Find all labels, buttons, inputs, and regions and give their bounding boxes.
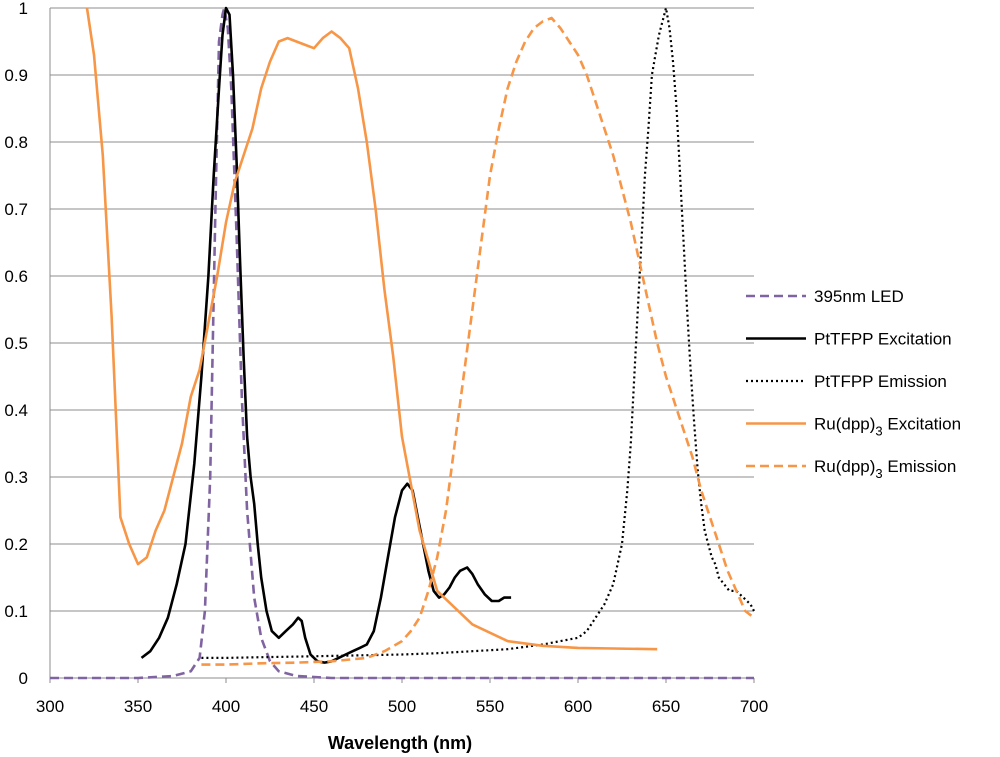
legend-label: PtTFPP Emission [814, 372, 947, 391]
series-line-ru-dpp-3-emission [201, 16, 755, 666]
legend-label: Ru(dpp)3 Emission [814, 457, 956, 481]
legend-label-main: PtTFPP Excitation [814, 330, 952, 349]
y-tick-label: 0.3 [4, 468, 28, 487]
x-tick-label: 600 [564, 697, 592, 716]
legend: 395nm LED PtTFPP Excitation PtTFPP Emissio… [746, 287, 961, 481]
legend-label-suffix: Emission [883, 457, 957, 476]
x-tick-label: 550 [476, 697, 504, 716]
legend-item-395nm-led: 395nm LED [746, 287, 904, 306]
y-tick-label: 0.8 [4, 133, 28, 152]
series-line-ru-dpp-3-excitation [85, 7, 658, 651]
series-line-pttfpp-emission [201, 6, 755, 660]
legend-label-subscript: 3 [875, 424, 882, 439]
legend-label: PtTFPP Excitation [814, 330, 952, 349]
x-axis-label: Wavelength (nm) [328, 733, 472, 753]
legend-label-main: PtTFPP Emission [814, 372, 947, 391]
x-tick-label: 350 [124, 697, 152, 716]
legend-label-main: Ru(dpp) [814, 457, 875, 476]
y-tick-label: 0.9 [4, 66, 28, 85]
legend-item-pttfpp-excitation: PtTFPP Excitation [746, 330, 952, 349]
legend-label-main: 395nm LED [814, 287, 904, 306]
legend-label: Ru(dpp)3 Excitation [814, 415, 961, 439]
legend-item-pttfpp-emission: PtTFPP Emission [746, 372, 947, 391]
legend-label-suffix: Excitation [883, 415, 961, 434]
x-tick-label: 300 [36, 697, 64, 716]
x-tick-label: 450 [300, 697, 328, 716]
y-tick-label: 0.5 [4, 334, 28, 353]
series-line-pttfpp-excitation [140, 6, 512, 664]
x-tick-label: 700 [740, 697, 768, 716]
y-tick-label: 0 [19, 669, 28, 688]
tick-labels: 0 0.1 0.2 0.3 0.4 0.5 0.6 0.7 0.8 0.9 1 300 350 400 45… [4, 0, 768, 716]
legend-item-ru-dpp-3-emission: Ru(dpp)3 Emission [746, 457, 956, 481]
legend-label: 395nm LED [814, 287, 904, 306]
series-line-395nm-led [50, 6, 754, 680]
legend-label-subscript: 3 [875, 466, 882, 481]
x-tick-label: 500 [388, 697, 416, 716]
y-tick-label: 0.2 [4, 535, 28, 554]
gridlines [50, 7, 754, 612]
legend-label-main: Ru(dpp) [814, 415, 875, 434]
y-tick-label: 0.4 [4, 401, 28, 420]
y-tick-label: 1 [19, 0, 28, 18]
y-tick-label: 0.6 [4, 267, 28, 286]
x-tick-label: 650 [652, 697, 680, 716]
axes [49, 8, 755, 683]
series-lines [50, 6, 755, 680]
x-tick-label: 400 [212, 697, 240, 716]
y-tick-label: 0.1 [4, 602, 28, 621]
y-tick-label: 0.7 [4, 200, 28, 219]
legend-item-ru-dpp-3-excitation: Ru(dpp)3 Excitation [746, 415, 961, 439]
